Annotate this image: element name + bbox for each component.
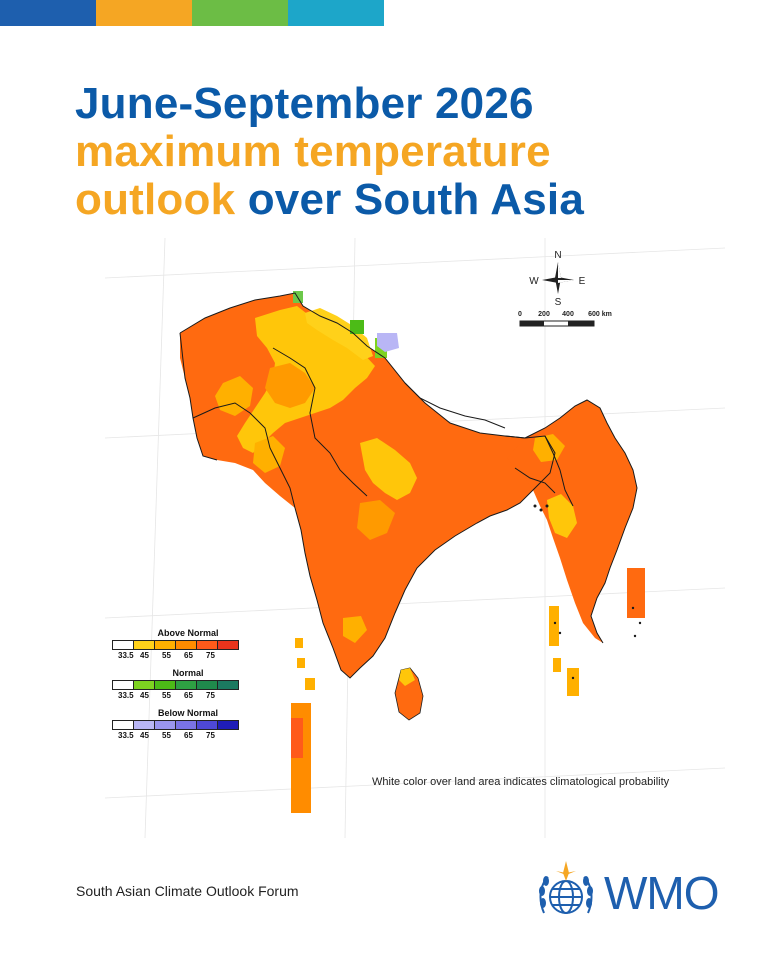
map-island-2 [297,658,305,668]
legend-group-normal: Normal 33.5 45 55 65 75 [112,668,262,700]
legend-box [217,680,239,690]
stripe-blue [0,0,96,26]
map-lilac-tip [377,333,399,352]
legend-box [154,680,176,690]
legend-tick: 75 [206,651,215,660]
legend-ticks-normal: 33.5 45 55 65 75 [118,691,262,700]
legend-box [175,720,197,730]
legend-boxes-below-normal [112,720,262,730]
map-svg [105,238,725,838]
map-andaman-2 [553,658,561,672]
legend-tick: 65 [184,731,193,740]
legend-tick: 45 [140,651,149,660]
map-maldives-red [291,718,303,758]
legend-tick: 33.5 [118,651,134,660]
title-line-3-orange: outlook [75,175,236,224]
scale-label-400: 400 [562,311,574,318]
map-island-3 [305,678,315,690]
title-line-1: June-September 2026 [75,79,534,128]
legend-box [217,640,239,650]
map-island-1 [295,638,303,648]
title-line-3-blue: over South Asia [235,175,585,224]
map-orange-patch-3 [253,436,285,473]
map-orange-east [533,434,565,462]
stripe-green [192,0,288,26]
legend-box [112,680,134,690]
map-andaman-3 [567,668,579,696]
compass-s: S [555,297,562,308]
map-myanmar-south [627,568,645,618]
compass-w: W [529,276,539,287]
map-green-tip-2 [350,320,364,334]
compass-rose-icon: N S W E [529,250,586,308]
legend-box [133,720,155,730]
map-orange-patch-5 [343,616,367,643]
legend-box [112,720,134,730]
legend-tick: 55 [162,691,171,700]
map-yellow-kashmir [305,308,373,360]
map-andaman-1 [549,606,559,646]
legend-tick: 45 [140,731,149,740]
legend-tick: 75 [206,691,215,700]
top-color-stripe [0,0,384,26]
scale-bar: 0 200 400 600 km [518,311,612,327]
outlook-map [105,238,725,838]
page-title: June-September 2026 maximum temperature … [75,80,584,224]
legend-tick: 33.5 [118,691,134,700]
legend-ticks-below-normal: 33.5 45 55 65 75 [118,731,262,740]
stripe-cyan [288,0,384,26]
legend-box [112,640,134,650]
map-legend: Above Normal 33.5 45 55 65 75 Normal [112,628,262,748]
forum-name: South Asian Climate Outlook Forum [76,883,299,899]
legend-tick: 55 [162,651,171,660]
legend-boxes-normal [112,680,262,690]
map-orange-patch-4 [357,500,395,540]
compass-e: E [579,276,586,287]
wmo-logo: WMO [532,858,742,928]
map-yellow-center [360,438,417,500]
legend-group-below-normal: Below Normal 33.5 45 55 65 75 [112,708,262,740]
map-boundaries [179,292,638,679]
stripe-orange [96,0,192,26]
legend-box [196,680,218,690]
legend-ticks-above-normal: 33.5 45 55 65 75 [118,651,262,660]
legend-title-below-normal: Below Normal [157,708,218,718]
legend-tick: 45 [140,691,149,700]
map-coast-dots [533,504,642,680]
legend-tick: 75 [206,731,215,740]
title-line-2: maximum temperature [75,127,551,176]
scale-label-200: 200 [538,311,550,318]
legend-tick: 65 [184,651,193,660]
scale-label-0: 0 [518,311,522,318]
legend-box [196,640,218,650]
legend-box [154,720,176,730]
wmo-emblem-icon [539,861,593,914]
legend-box [175,680,197,690]
legend-box [133,640,155,650]
wmo-logo-text: WMO [604,867,720,919]
legend-box [217,720,239,730]
legend-box [175,640,197,650]
legend-group-above-normal: Above Normal 33.5 45 55 65 75 [112,628,262,660]
legend-tick: 65 [184,691,193,700]
scale-label-600: 600 km [588,311,612,318]
legend-box [154,640,176,650]
legend-boxes-above-normal [112,640,262,650]
map-note: White color over land area indicates cli… [372,776,670,788]
legend-title-normal: Normal [172,668,204,678]
map-sri-lanka-yellow [399,668,415,686]
compass-n: N [554,250,561,261]
map-orange-patch-1 [265,363,315,408]
title-line-3: outlook over South Asia [75,176,584,224]
legend-tick: 33.5 [118,731,134,740]
legend-tick: 55 [162,731,171,740]
legend-box [196,720,218,730]
map-yellow-east [547,494,577,538]
legend-box [133,680,155,690]
legend-title-above-normal: Above Normal [157,628,219,638]
